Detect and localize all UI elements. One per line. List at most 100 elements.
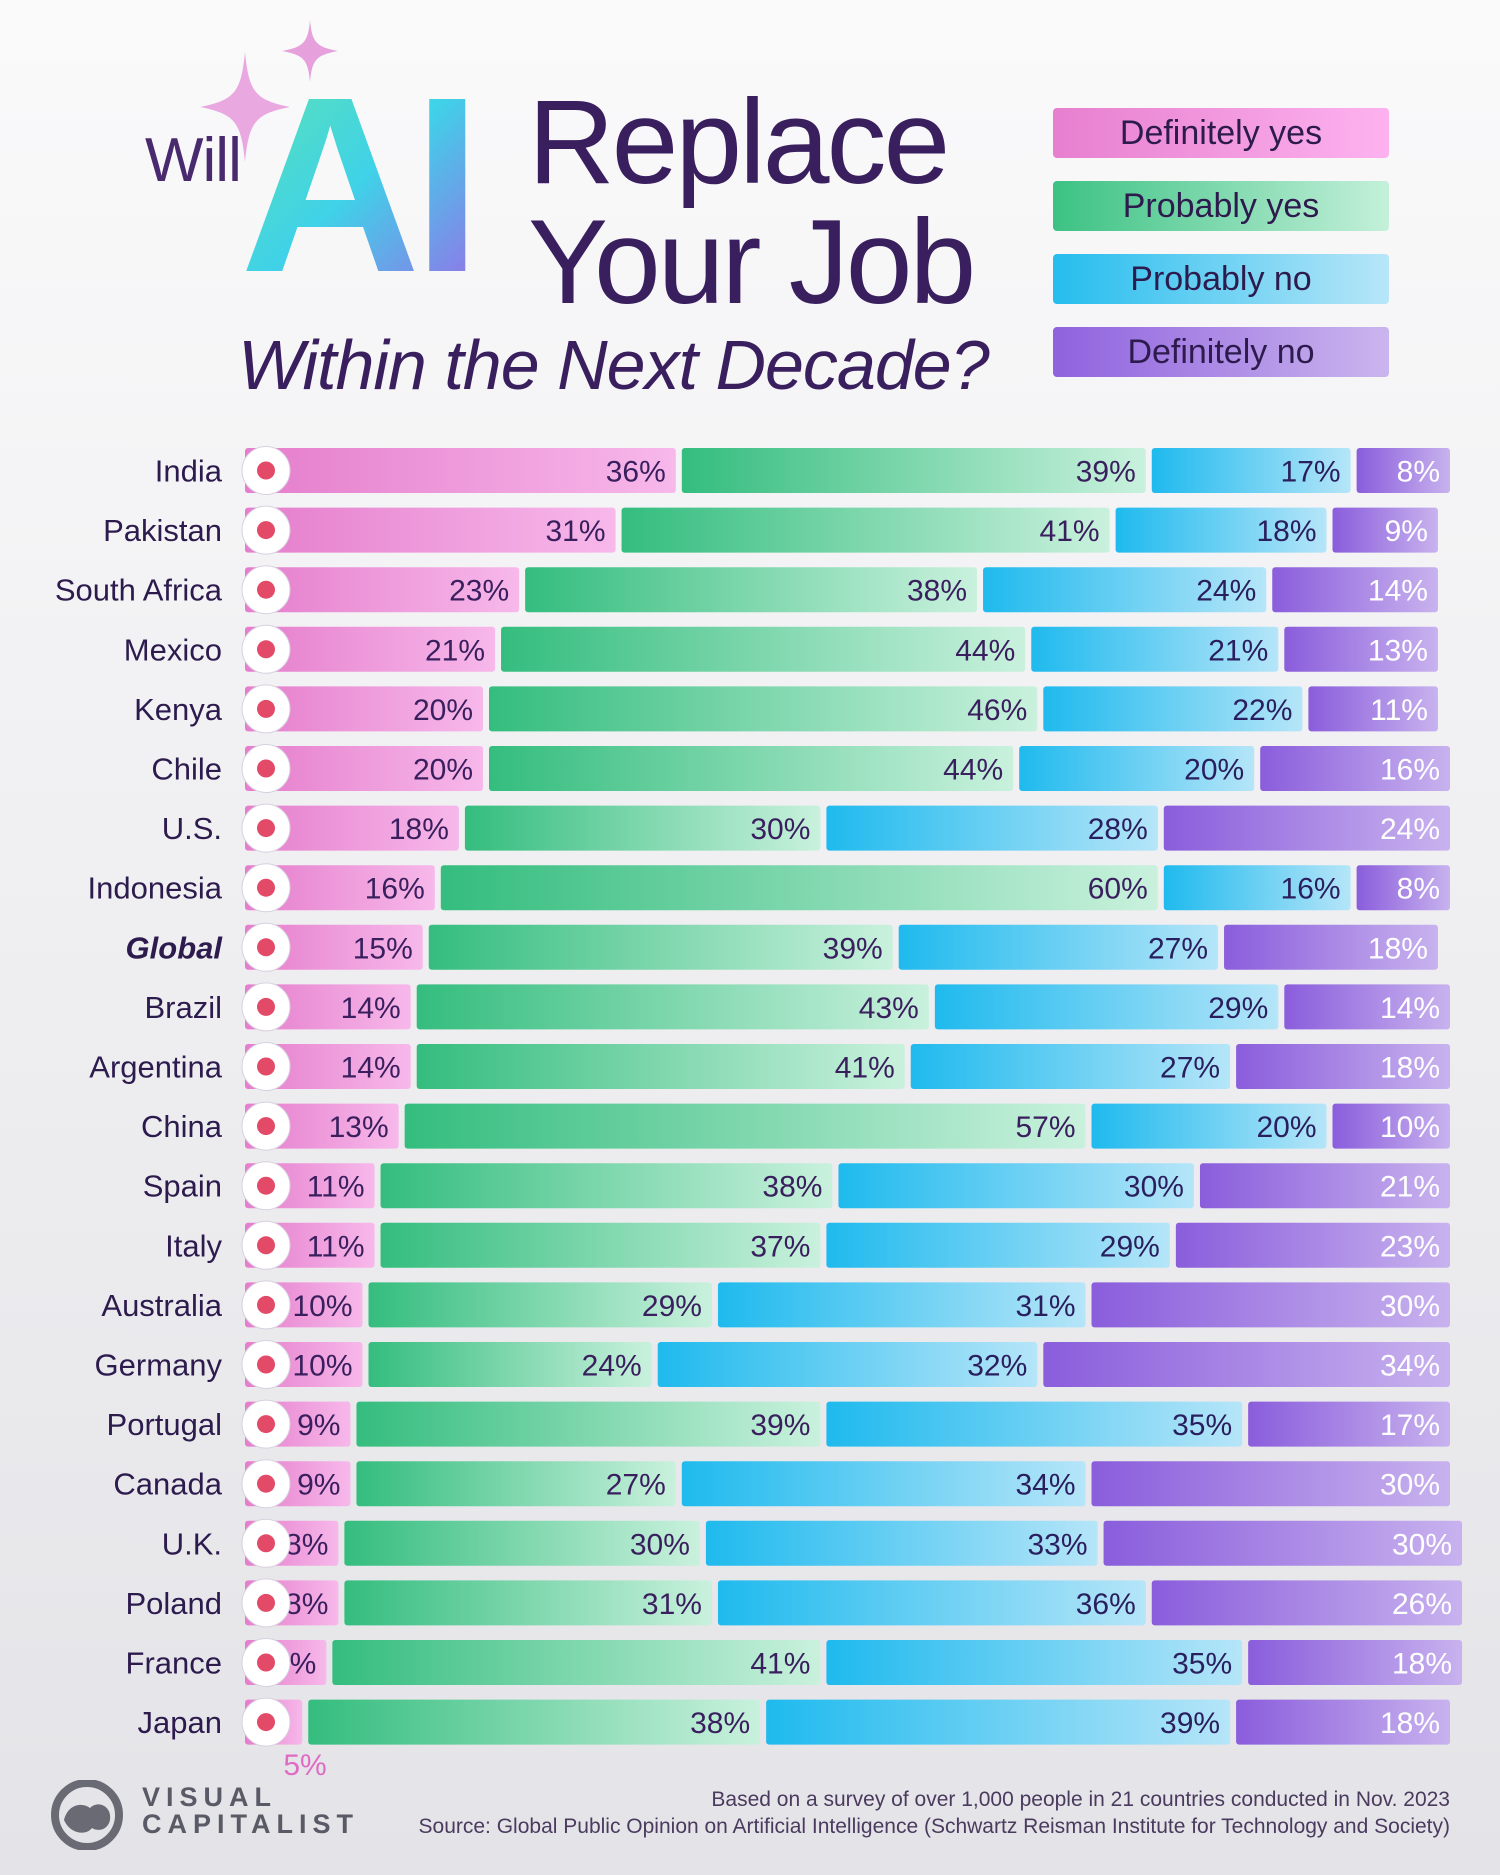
bar-value-label: 20% (413, 754, 473, 787)
bar-value-label: 31% (1015, 1290, 1075, 1323)
category-label: Spain (143, 1169, 222, 1204)
bar-segment-probably-no (934, 984, 1279, 1030)
bar-segment-probably-no (717, 1282, 1086, 1328)
bar-row: Argentina 14% 41% 27% 18% (89, 1042, 1450, 1091)
bar-row: Mexico 21% 44% 21% 13% (124, 624, 1438, 674)
bar-value-label: 41% (750, 1648, 810, 1681)
flag-emblem-icon (257, 759, 275, 778)
bar-value-label: 23% (1380, 1230, 1440, 1263)
survey-note: Based on a survey of over 1,000 people i… (711, 1788, 1450, 1811)
bar-value-label: 11% (307, 1171, 365, 1204)
flag-emblem-icon (257, 1176, 275, 1195)
bar-value-label: 36% (606, 456, 666, 489)
bar-value-label: 18% (1380, 1707, 1440, 1740)
category-label: Pakistan (103, 513, 222, 548)
bar-value-label: 8% (285, 1588, 328, 1621)
category-label: Poland (125, 1586, 222, 1621)
bar-segment-probably-no (826, 805, 1158, 851)
bar-segment-probably-yes (489, 746, 1014, 791)
bar-segment-definitely-no (1332, 1103, 1450, 1149)
bar-segment-definitely-yes (245, 686, 483, 732)
legend-label: Definitely yes (1119, 113, 1323, 152)
bar-value-label-small: 5% (283, 1749, 326, 1782)
flag-emblem-icon (257, 1713, 275, 1732)
bar-value-label: 13% (329, 1111, 389, 1144)
flag-emblem-icon (257, 580, 275, 599)
category-label: Indonesia (88, 871, 223, 906)
bar-row: U.S. 18% 30% 28% 24% (162, 803, 1450, 853)
flag-emblem-icon (257, 878, 275, 897)
bar-segment-definitely-yes (245, 448, 676, 493)
bar-segment-probably-no (717, 1580, 1146, 1626)
bar-segment-definitely-no (1163, 805, 1450, 851)
bar-value-label: 24% (1196, 575, 1256, 608)
category-label: Portugal (107, 1407, 222, 1442)
bar-value-label: 9% (297, 1409, 340, 1442)
bar-value-label: 21% (1208, 634, 1268, 667)
bar-segment-probably-yes (356, 1461, 676, 1507)
category-label: Australia (101, 1288, 222, 1323)
category-label: Brazil (144, 990, 222, 1025)
legend-label: Probably no (1130, 259, 1312, 298)
title-main: Replace Your Job (528, 82, 976, 329)
bar-segment-definitely-no (1091, 1282, 1450, 1328)
bar-row: Indonesia 16% 60% 16% 8% (88, 863, 1450, 913)
category-label: Global (126, 930, 224, 965)
bar-value-label: 8% (1397, 456, 1440, 489)
bar-segment-definitely-no (1103, 1520, 1463, 1566)
bar-segment-definitely-no (1224, 924, 1438, 970)
flag-emblem-icon (257, 1593, 275, 1612)
bar-value-label: 27% (606, 1469, 666, 1502)
bar-value-label: 18% (1392, 1648, 1452, 1681)
bar-segment-probably-yes (440, 865, 1158, 911)
flag-emblem-icon (257, 997, 275, 1016)
bar-row: Poland 8% 31% 36% 26% (125, 1578, 1463, 1628)
bar-segment-definitely-no (1043, 1342, 1450, 1387)
bar-value-label: 29% (642, 1290, 702, 1323)
bar-value-label: 24% (1380, 813, 1440, 846)
bar-value-label: 17% (1380, 1409, 1440, 1442)
visual-capitalist-logo-icon (51, 1780, 123, 1850)
bar-value-label: 41% (835, 1052, 895, 1085)
bar-row: Portugal 9% 39% 35% 17% (107, 1399, 1450, 1449)
bar-value-label: 33% (1028, 1528, 1088, 1561)
bar-segment-probably-yes (428, 924, 893, 970)
bar-segment-definitely-no (1236, 1044, 1450, 1089)
bar-segment-probably-yes (525, 567, 978, 613)
category-label: France (126, 1646, 222, 1681)
category-label: Canada (113, 1467, 222, 1502)
bar-value-label: 16% (1380, 754, 1440, 787)
bar-segment-probably-no (1019, 746, 1255, 791)
title-ai: AI (240, 45, 482, 324)
flag-emblem-icon (257, 1117, 275, 1136)
flag-emblem-icon (257, 1355, 275, 1374)
category-label: India (155, 454, 223, 489)
brand-line2: CAPITALIST (142, 1809, 359, 1839)
bar-value-label: 14% (341, 1052, 401, 1085)
bar-segment-definitely-no (1272, 567, 1438, 613)
bar-value-label: 22% (1232, 694, 1292, 727)
bar-row: U.K. 8% 30% 33% 30% (162, 1518, 1463, 1568)
bar-value-label: 30% (1392, 1528, 1452, 1561)
bar-value-label: 34% (1015, 1469, 1075, 1502)
bar-value-label: 46% (967, 694, 1027, 727)
legend-definitely-no: Definitely no (1053, 327, 1389, 377)
bar-row: Brazil 14% 43% 29% 14% (144, 982, 1450, 1032)
bar-value-label: 16% (1281, 873, 1341, 906)
bar-value-label: 30% (630, 1528, 690, 1561)
bar-value-label: 26% (1392, 1588, 1452, 1621)
bar-value-label: 21% (1380, 1171, 1440, 1204)
bar-segment-probably-no (681, 1461, 1086, 1507)
legend-probably-no: Probably no (1053, 254, 1389, 304)
bar-value-label: 31% (546, 515, 606, 548)
bar-segment-definitely-no (1332, 507, 1438, 553)
bar-value-label: 18% (1368, 932, 1428, 965)
flag-emblem-icon (257, 1653, 275, 1672)
bar-segment-definitely-no (1356, 865, 1450, 911)
bar-segment-definitely-yes (245, 865, 435, 911)
bar-segment-probably-yes (344, 1580, 712, 1626)
title-subtitle: Within the Next Decade? (238, 326, 990, 404)
bar-value-label: 10% (1380, 1111, 1440, 1144)
title-line2: Your Job (528, 195, 976, 329)
bar-row: Kenya 20% 46% 22% 11% (134, 684, 1438, 734)
